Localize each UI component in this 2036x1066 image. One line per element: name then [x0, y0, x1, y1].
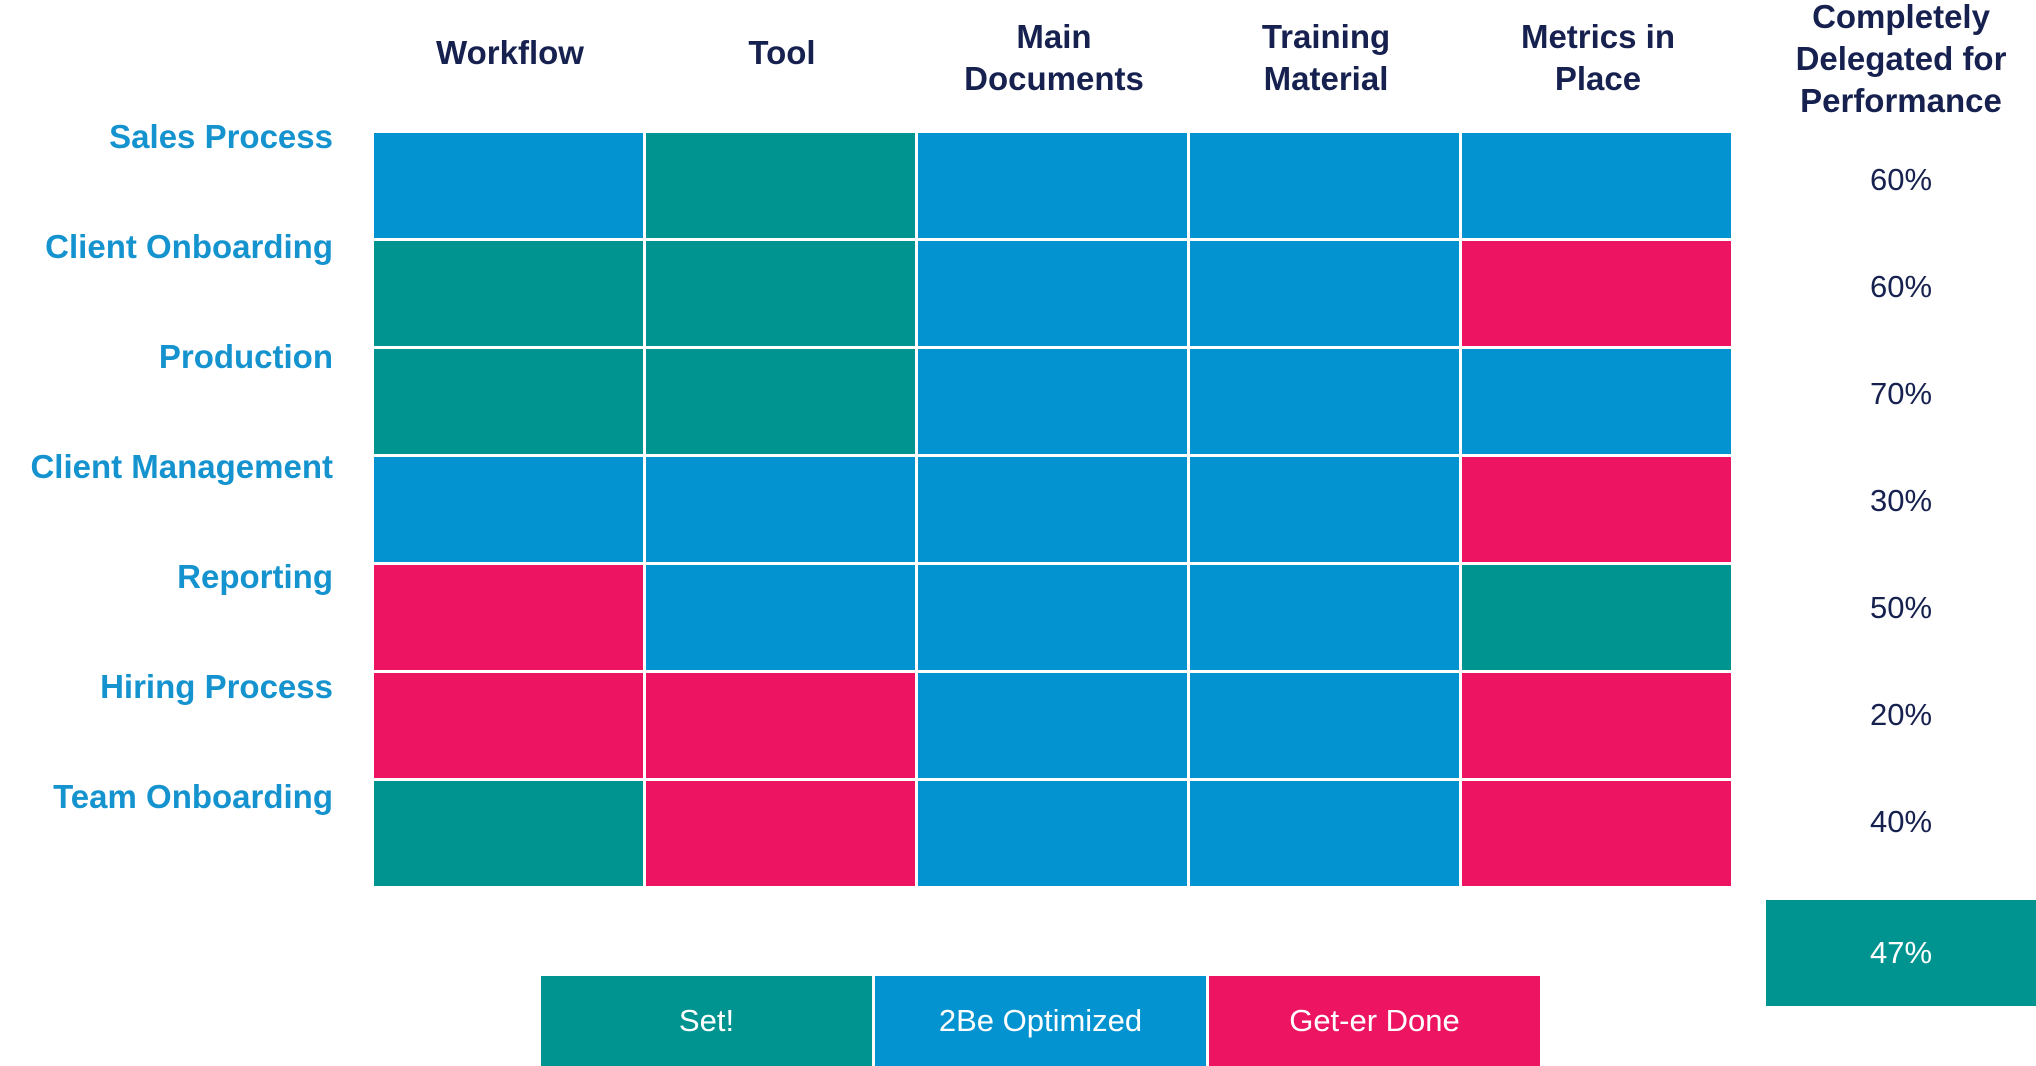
heatmap-cell	[1190, 349, 1459, 454]
heatmap-cell	[1190, 781, 1459, 886]
heatmap-cell	[1462, 241, 1731, 346]
heatmap-cell	[374, 565, 643, 670]
percent-sales-process: 60%	[1869, 162, 1933, 197]
column-header-workflow: Workflow	[436, 34, 584, 71]
column-header-completely-delegated: Completely Delegated for Performance	[1795, 0, 2007, 119]
legend-2be-optimized: 2Be Optimized	[875, 976, 1206, 1066]
heatmap-cell	[646, 349, 915, 454]
column-header-main-documents: Main Documents	[964, 18, 1144, 97]
row-label-client-onboarding: Client Onboarding	[45, 228, 333, 265]
row-label-production: Production	[158, 338, 333, 375]
heatmap-cell	[646, 133, 915, 238]
column-header-tool: Tool	[748, 34, 816, 71]
heatmap-cell	[1190, 565, 1459, 670]
heatmap-cell	[918, 781, 1187, 886]
percent-client-onboarding: 60%	[1869, 269, 1933, 304]
heatmap-cell	[1190, 673, 1459, 778]
heatmap-cell	[374, 349, 643, 454]
legend-set: Set!	[541, 976, 872, 1066]
heatmap-cell	[646, 781, 915, 886]
heatmap-cell	[1190, 457, 1459, 562]
row-label-hiring-process: Hiring Process	[100, 668, 333, 705]
heatmap-cell	[374, 673, 643, 778]
heatmap-cell	[1462, 457, 1731, 562]
heatmap-cell	[918, 241, 1187, 346]
heatmap-cell	[918, 349, 1187, 454]
column-header-training-material: Training Material	[1261, 18, 1391, 97]
legend-get-er-done: Get-er Done	[1209, 976, 1540, 1066]
row-label-team-onboarding: Team Onboarding	[53, 778, 333, 815]
heatmap-cell	[374, 133, 643, 238]
heatmap-cell	[374, 241, 643, 346]
heatmap-cell	[1462, 349, 1731, 454]
percent-production: 70%	[1869, 376, 1933, 411]
percent-team-onboarding: 40%	[1869, 804, 1933, 839]
heatmap-cell	[374, 781, 643, 886]
percent-client-management: 30%	[1869, 483, 1933, 518]
heatmap-cell	[1462, 781, 1731, 886]
percent-hiring-process: 20%	[1869, 697, 1933, 732]
column-header-metrics-in-place: Metrics in Place	[1520, 18, 1676, 97]
heatmap-cell	[918, 565, 1187, 670]
heatmap-cell	[646, 241, 915, 346]
heatmap-cell	[1190, 241, 1459, 346]
percent-reporting: 50%	[1869, 590, 1933, 625]
row-label-reporting: Reporting	[177, 558, 333, 595]
heatmap-cell	[646, 457, 915, 562]
total-percent-badge: 47%	[1766, 900, 2036, 1006]
heatmap-cell	[918, 133, 1187, 238]
heatmap-cell	[1462, 673, 1731, 778]
row-label-client-management: Client Management	[30, 448, 333, 485]
heatmap-cell	[918, 457, 1187, 562]
heatmap-cell	[918, 673, 1187, 778]
heatmap-cell	[646, 673, 915, 778]
heatmap-cell	[1462, 133, 1731, 238]
heatmap-cell	[1190, 133, 1459, 238]
heatmap-cell	[374, 457, 643, 562]
row-label-sales-process: Sales Process	[109, 118, 333, 155]
heatmap-cell	[1462, 565, 1731, 670]
heatmap-cell	[646, 565, 915, 670]
